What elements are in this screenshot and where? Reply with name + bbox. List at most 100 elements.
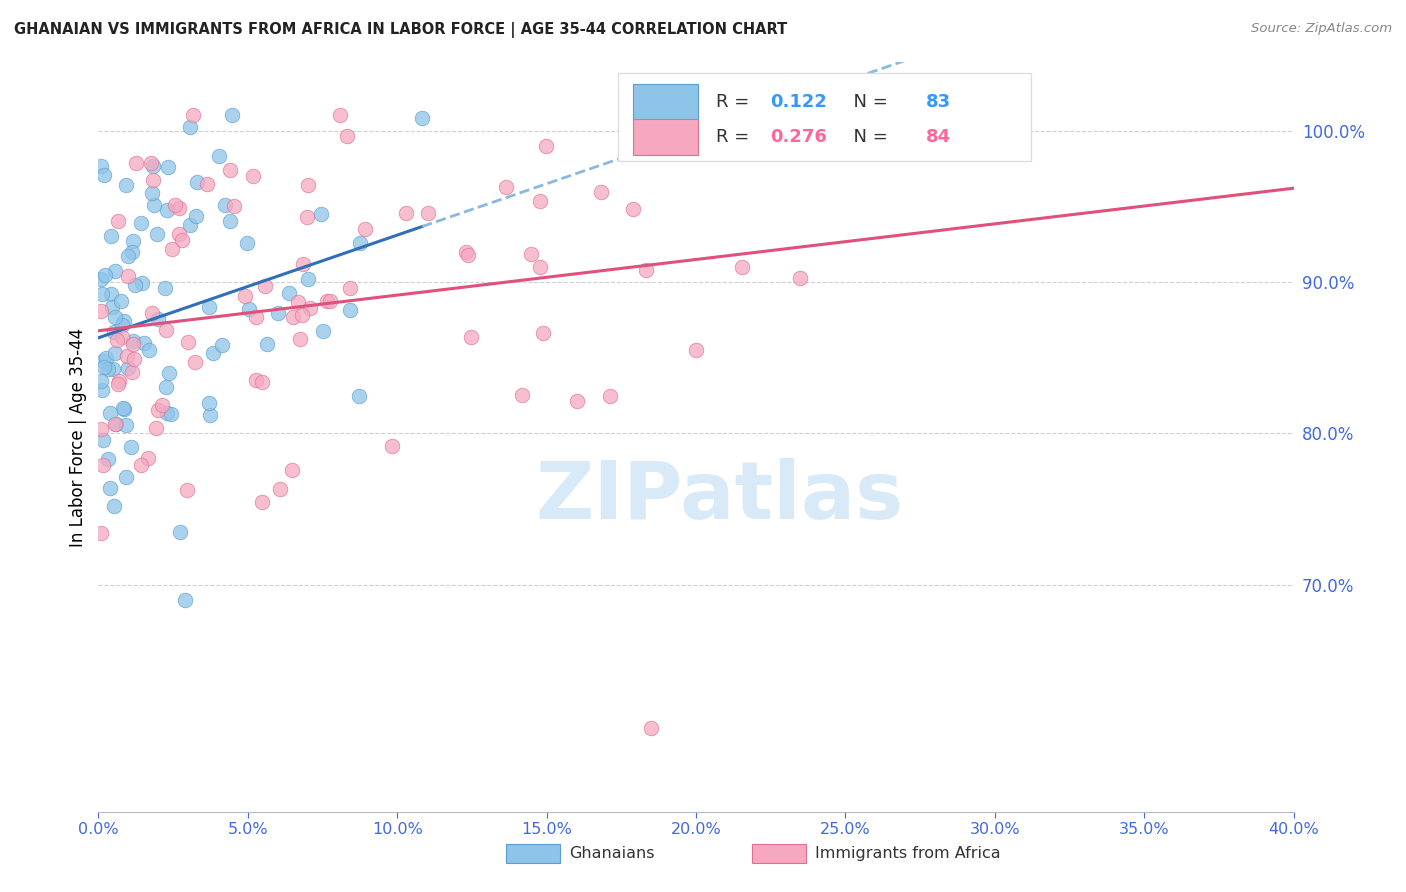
Point (104, 310, 127, 324)
Point (142, 173, 165, 187)
Point (108, 375, 131, 389)
Point (129, 216, 152, 230)
Point (156, 406, 179, 420)
Point (318, 293, 340, 308)
Point (510, 388, 533, 402)
FancyBboxPatch shape (619, 73, 1031, 161)
Point (281, 463, 304, 477)
Point (495, 180, 517, 194)
Point (156, 203, 179, 218)
Point (155, 380, 177, 394)
Point (245, 310, 267, 325)
Text: Source: ZipAtlas.com: Source: ZipAtlas.com (1251, 22, 1392, 36)
Point (121, 235, 143, 249)
Point (139, 156, 162, 170)
Text: GHANAIAN VS IMMIGRANTS FROM AFRICA IN LABOR FORCE | AGE 35-44 CORRELATION CHART: GHANAIAN VS IMMIGRANTS FROM AFRICA IN LA… (14, 22, 787, 38)
Point (309, 207, 332, 221)
Point (233, 289, 256, 303)
Point (179, 120, 201, 134)
Point (589, 186, 612, 200)
Point (98, 406, 121, 420)
Point (181, 108, 204, 122)
Point (169, 227, 191, 241)
Point (90, 303, 112, 318)
Point (339, 302, 361, 317)
Point (640, 722, 662, 736)
Point (104, 264, 127, 278)
Point (157, 366, 180, 380)
Point (107, 214, 129, 228)
Point (125, 155, 148, 169)
Point (110, 293, 132, 308)
Point (112, 401, 135, 415)
Point (238, 301, 260, 316)
Point (93, 359, 115, 374)
Point (636, 263, 658, 277)
Point (160, 407, 183, 421)
Point (184, 354, 207, 368)
Point (97, 451, 120, 466)
Point (277, 285, 299, 300)
Point (198, 396, 221, 410)
Point (117, 268, 139, 283)
Point (115, 349, 138, 363)
Point (122, 334, 145, 348)
Point (167, 201, 190, 215)
Point (97, 362, 120, 376)
Point (100, 228, 122, 243)
Point (124, 277, 146, 292)
Point (312, 324, 335, 338)
Text: R =: R = (716, 93, 755, 112)
Point (94, 351, 117, 366)
Point (98, 481, 121, 495)
Point (211, 338, 233, 352)
Point (298, 301, 321, 315)
Point (132, 335, 155, 350)
FancyBboxPatch shape (633, 120, 699, 155)
Point (162, 242, 184, 256)
Point (107, 377, 129, 392)
Text: 0.276: 0.276 (770, 128, 827, 146)
Point (141, 186, 163, 200)
Point (395, 205, 418, 219)
Point (112, 314, 135, 328)
Point (186, 176, 208, 190)
Text: N =: N = (842, 128, 893, 146)
Point (292, 257, 315, 271)
Point (93, 353, 115, 368)
Point (329, 108, 352, 122)
Point (143, 198, 166, 212)
Point (117, 249, 139, 263)
Point (141, 306, 163, 320)
Point (114, 469, 136, 483)
Point (236, 235, 259, 250)
Point (202, 346, 225, 360)
Point (103, 500, 125, 514)
Point (112, 401, 135, 416)
Point (349, 236, 371, 251)
Point (91, 286, 114, 301)
Point (291, 308, 314, 322)
Point (90, 526, 112, 541)
Point (176, 483, 198, 498)
Point (281, 310, 304, 325)
Point (152, 398, 174, 412)
Point (336, 128, 359, 143)
Point (297, 271, 319, 285)
Point (115, 418, 138, 433)
Point (252, 494, 274, 508)
Point (105, 417, 128, 432)
Point (155, 281, 177, 295)
Point (197, 300, 219, 314)
Point (536, 139, 558, 153)
Point (104, 346, 127, 360)
Text: ZIPatlas: ZIPatlas (536, 458, 904, 536)
Point (245, 373, 267, 387)
Point (354, 222, 377, 236)
Point (316, 293, 339, 308)
Text: 0.122: 0.122 (770, 93, 827, 112)
Text: 83: 83 (925, 93, 950, 112)
Point (100, 286, 122, 301)
Point (219, 214, 242, 228)
Point (111, 318, 134, 332)
